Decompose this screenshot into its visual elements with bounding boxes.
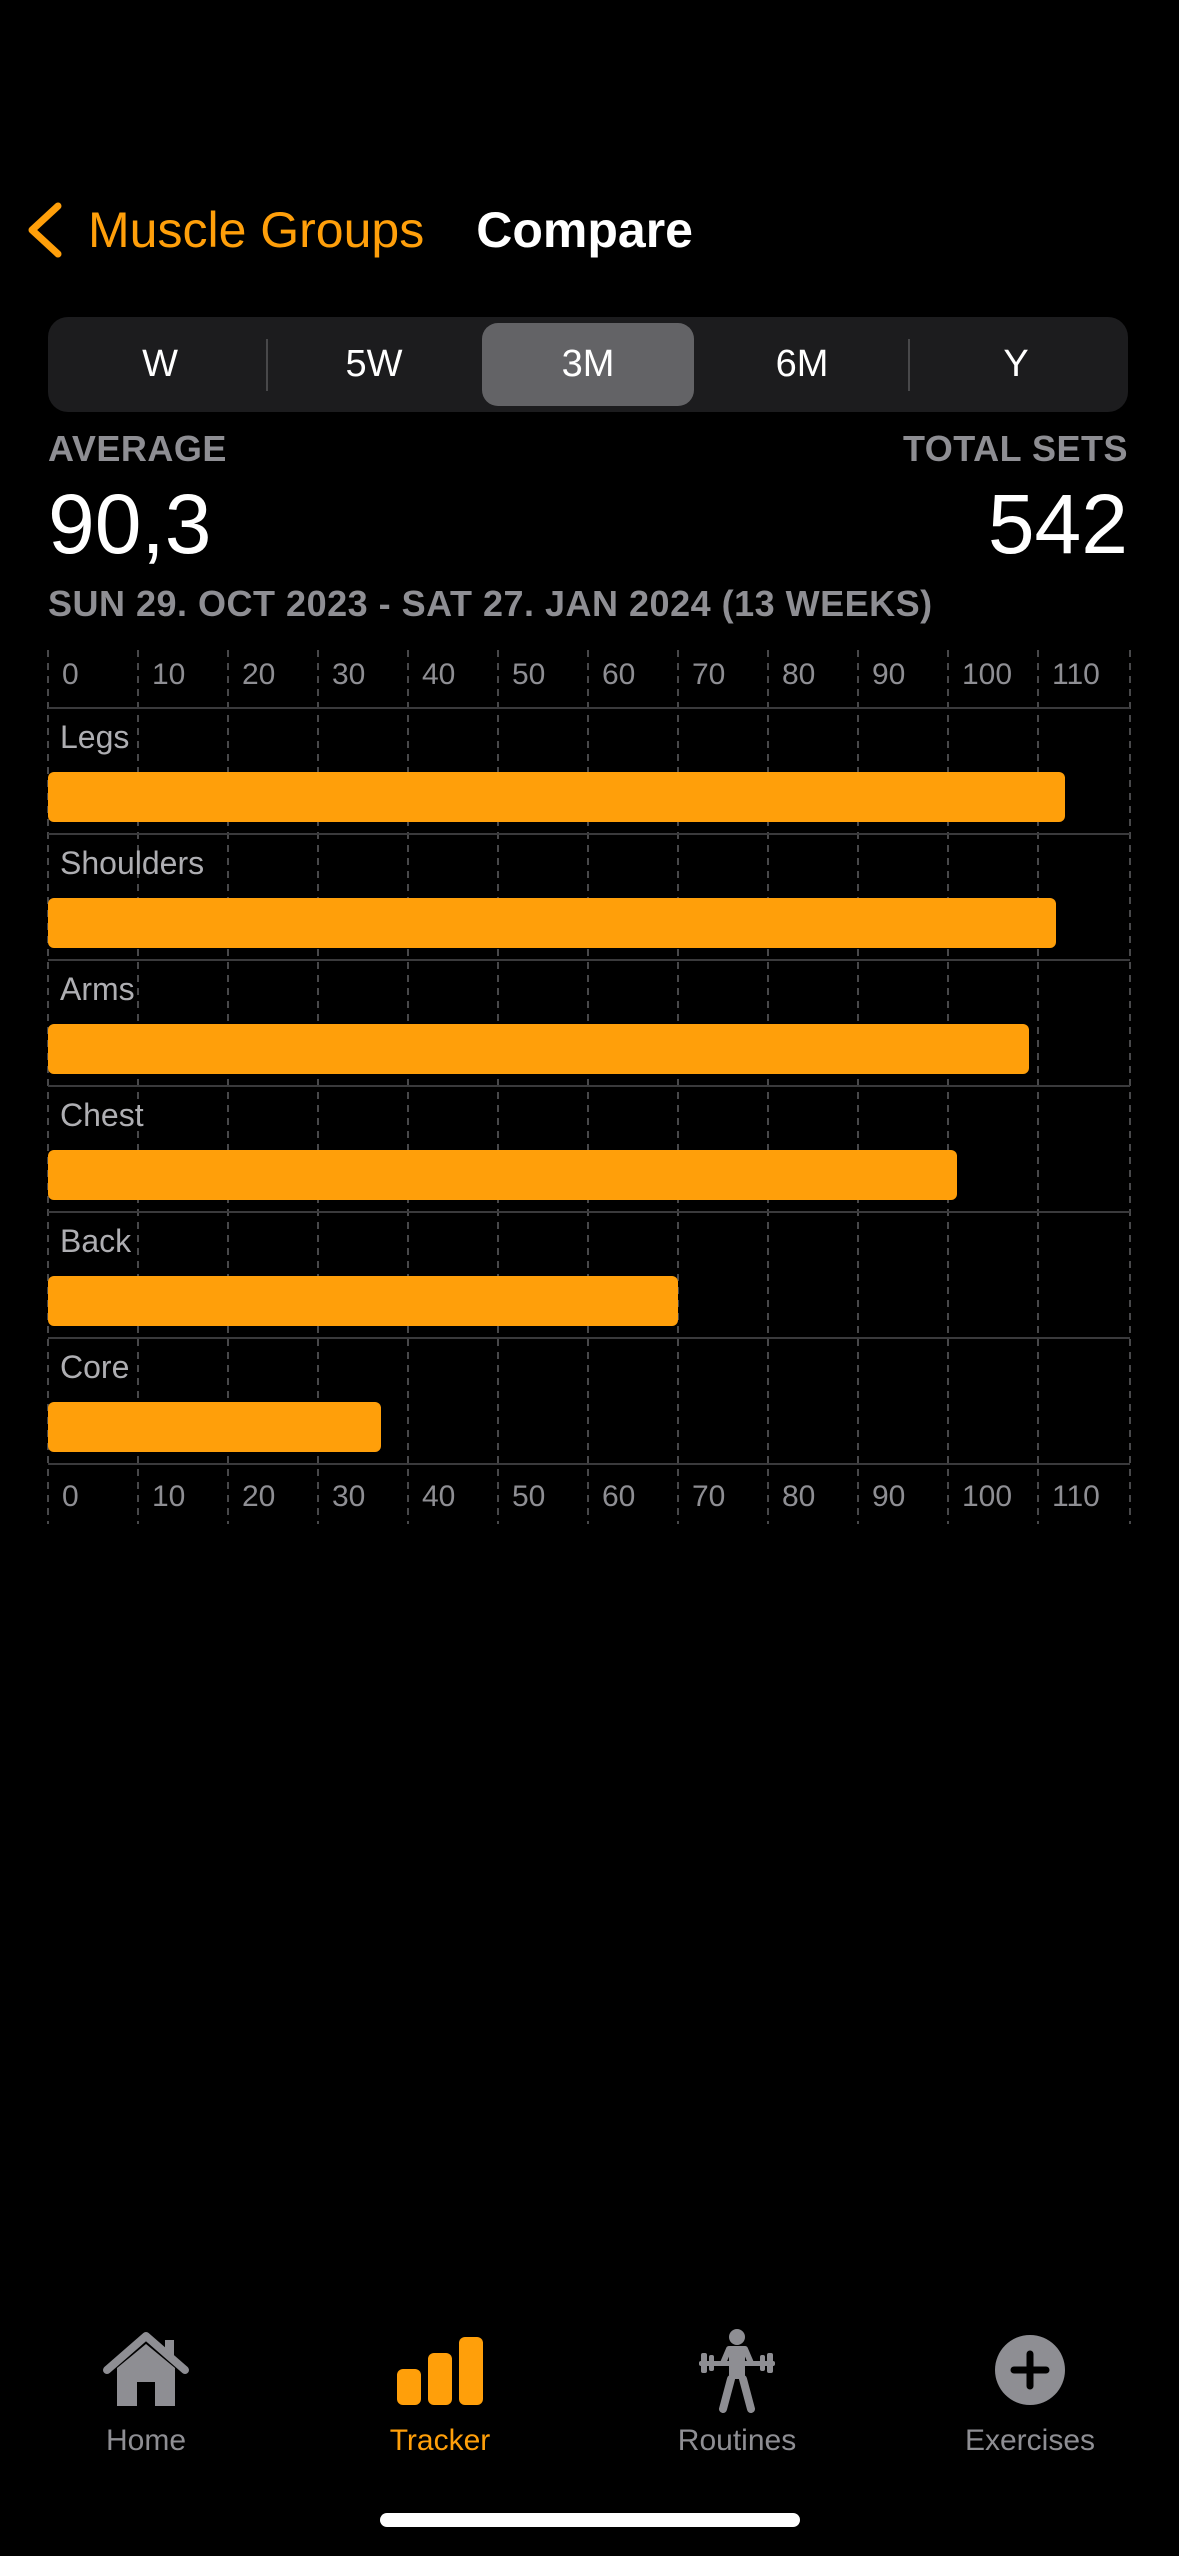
back-button[interactable]: Muscle Groups xyxy=(24,200,424,260)
period-option-6m[interactable]: 6M xyxy=(775,343,829,385)
total-sets-label: TOTAL SETS xyxy=(902,428,1128,469)
x-tick-label-bottom: 110 xyxy=(1052,1480,1100,1513)
x-tick-label-bottom: 10 xyxy=(152,1480,185,1513)
home-indicator xyxy=(380,2513,800,2527)
period-option-y[interactable]: Y xyxy=(1003,343,1029,385)
date-range: SUN 29. OCT 2023 - SAT 27. JAN 2024 (13 … xyxy=(48,583,933,624)
bar-chest xyxy=(48,1150,957,1200)
tab-bar: Home Tracker Routines xyxy=(0,2300,1179,2480)
bar-arms xyxy=(48,1024,1029,1074)
segment-divider xyxy=(908,338,910,391)
x-tick-label-top: 70 xyxy=(692,658,725,691)
x-tick-label-bottom: 0 xyxy=(62,1480,79,1513)
category-label: Legs xyxy=(60,719,129,755)
category-label: Core xyxy=(60,1349,129,1385)
x-tick-label-bottom: 70 xyxy=(692,1480,725,1513)
x-tick-label-top: 60 xyxy=(602,658,635,691)
x-tick-label-top: 20 xyxy=(242,658,275,691)
x-tick-label-bottom: 40 xyxy=(422,1480,455,1513)
x-tick-label-bottom: 30 xyxy=(332,1480,365,1513)
x-tick-label-bottom: 20 xyxy=(242,1480,275,1513)
x-tick-label-top: 0 xyxy=(62,658,79,691)
bar-shoulders xyxy=(48,898,1056,948)
tab-tracker[interactable]: Tracker xyxy=(320,2320,560,2458)
bar-chart-icon xyxy=(397,2337,483,2405)
weightlifter-icon xyxy=(699,2329,775,2413)
tab-routines-label: Routines xyxy=(677,2424,797,2457)
category-label: Shoulders xyxy=(60,845,204,881)
muscle-group-bar-chart: 0 0 10 10 20 20 30 30 40 40 50 50 60 60 70 70 80 80 90 90 10… xyxy=(47,650,1131,1524)
tab-home[interactable]: Home xyxy=(26,2320,266,2458)
tab-home-label: Home xyxy=(105,2424,187,2457)
tab-routines[interactable]: Routines xyxy=(617,2320,857,2458)
page-title: Compare xyxy=(476,202,693,258)
tab-exercises-label: Exercises xyxy=(964,2424,1096,2457)
tab-tracker-label: Tracker xyxy=(389,2424,491,2457)
tab-exercises[interactable]: Exercises xyxy=(910,2320,1150,2458)
plus-circle-icon xyxy=(995,2335,1065,2405)
x-tick-label-bottom: 50 xyxy=(512,1480,545,1513)
x-tick-label-bottom: 60 xyxy=(602,1480,635,1513)
x-tick-label-bottom: 90 xyxy=(872,1480,905,1513)
category-label: Chest xyxy=(60,1097,144,1133)
category-label: Back xyxy=(60,1223,132,1259)
x-tick-label-top: 80 xyxy=(782,658,815,691)
bar-legs xyxy=(48,772,1065,822)
x-tick-label-top: 10 xyxy=(152,658,185,691)
x-tick-label-top: 40 xyxy=(422,658,455,691)
navigation-bar: Muscle Groups Compare xyxy=(24,190,1179,270)
category-label: Arms xyxy=(60,971,135,1007)
x-tick-label-top: 90 xyxy=(872,658,905,691)
period-option-w[interactable]: W xyxy=(142,343,178,385)
average-value: 90,3 xyxy=(48,477,212,571)
x-tick-label-bottom: 100 xyxy=(962,1480,1012,1513)
period-option-5w[interactable]: 5W xyxy=(345,343,403,385)
back-label: Muscle Groups xyxy=(88,202,425,258)
x-tick-label-top: 30 xyxy=(332,658,365,691)
bar-core xyxy=(48,1402,381,1452)
bar-back xyxy=(48,1276,678,1326)
chevron-left-icon xyxy=(28,202,62,258)
house-icon xyxy=(103,2332,189,2406)
x-tick-label-top: 110 xyxy=(1052,658,1100,691)
x-tick-label-top: 50 xyxy=(512,658,545,691)
total-sets-value: 542 xyxy=(987,477,1128,571)
x-tick-label-bottom: 80 xyxy=(782,1480,815,1513)
x-tick-label-top: 100 xyxy=(962,658,1012,691)
average-label: AVERAGE xyxy=(48,428,227,469)
period-option-3m[interactable]: 3M xyxy=(482,323,694,406)
segment-divider xyxy=(266,338,268,391)
period-segmented-control: W 5W 3M 6M Y xyxy=(48,317,1128,412)
